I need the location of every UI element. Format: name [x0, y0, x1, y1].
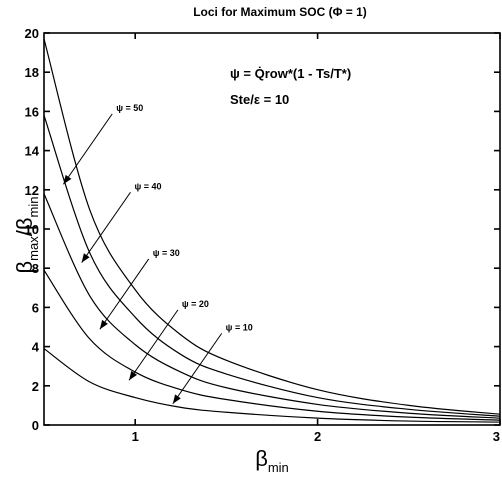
series-label-3: ψ = 30 — [153, 248, 180, 258]
series-line-3 — [43, 193, 501, 419]
series-arrow-2 — [128, 309, 179, 381]
x-axis-label-main: β — [255, 446, 268, 471]
y-tick-label: 4 — [32, 340, 40, 355]
y-axis-label: βmax/βmin — [12, 197, 41, 274]
y-axis-ticks: 0 2 4 6 8 10 12 14 16 18 20 — [25, 26, 500, 433]
series-label-1: ψ = 10 — [226, 322, 253, 332]
series-arrowhead-5 — [63, 174, 72, 185]
chart-title: Loci for Maximum SOC (Φ = 1) — [193, 5, 367, 19]
series-labels: ψ = 10 ψ = 20 ψ = 30 ψ = 40 ψ = 50 — [62, 103, 253, 405]
x-axis-ticks: 1 2 3 — [132, 33, 501, 444]
ratio-annotation: Ste/ε = 10 — [230, 92, 289, 107]
y-tick-label: 10 — [25, 222, 39, 237]
series-arrow-5 — [62, 113, 113, 185]
y-axis-label-sub-max: max — [26, 236, 41, 261]
y-tick-label: 12 — [25, 183, 39, 198]
series-arrowhead-1 — [172, 394, 181, 404]
equation-annotation: ψ = Q̇row*(1 - Ts/T*) — [230, 66, 351, 81]
series-line-4 — [43, 115, 501, 417]
series-line-5 — [43, 38, 501, 415]
y-tick-label: 0 — [32, 418, 39, 433]
x-tick-label: 2 — [314, 429, 321, 444]
y-tick-label: 16 — [25, 104, 39, 119]
series-line-2 — [43, 269, 501, 421]
y-axis-label-slash: /β — [12, 217, 37, 236]
y-tick-label: 14 — [25, 144, 40, 159]
y-tick-label: 2 — [32, 379, 39, 394]
series-arrow-3 — [99, 258, 150, 330]
series-curves — [43, 38, 501, 423]
y-tick-label: 20 — [25, 26, 39, 41]
y-tick-label: 18 — [25, 65, 39, 80]
series-arrow-1 — [172, 333, 223, 405]
series-arrowhead-3 — [99, 319, 108, 330]
series-arrow-4 — [81, 191, 131, 263]
y-tick-label: 6 — [32, 300, 39, 315]
x-axis-label-sub: min — [268, 460, 289, 475]
series-label-5: ψ = 50 — [116, 103, 143, 113]
x-tick-label: 1 — [132, 429, 139, 444]
y-axis-label-main: β — [12, 261, 37, 274]
series-label-4: ψ = 40 — [134, 181, 161, 191]
y-axis-label-sub-min: min — [26, 197, 41, 218]
series-arrowhead-2 — [129, 370, 138, 381]
y-tick-label: 8 — [32, 261, 39, 276]
series-line-1 — [43, 348, 501, 423]
series-label-2: ψ = 20 — [182, 299, 209, 309]
series-arrowhead-4 — [81, 253, 90, 263]
x-axis-label: βmin — [255, 446, 289, 475]
x-tick-label: 3 — [493, 429, 500, 444]
